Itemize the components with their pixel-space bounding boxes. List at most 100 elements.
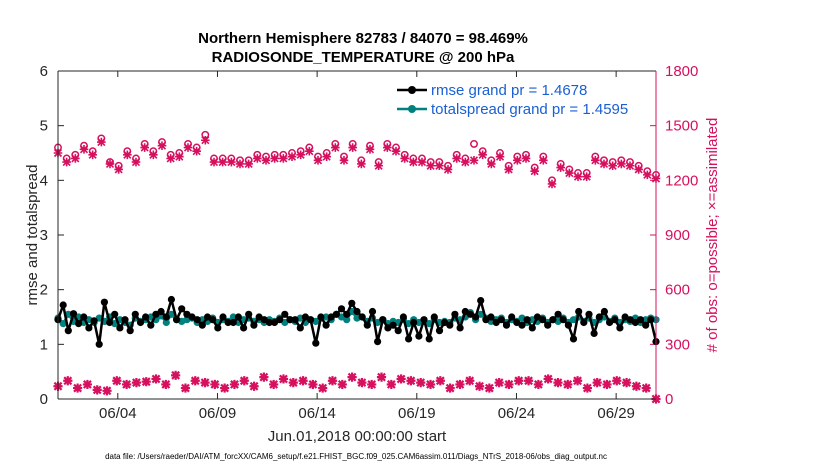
obs-assimilated-marker [521, 154, 531, 163]
obs-low-marker [229, 379, 240, 390]
rmse-point [647, 316, 655, 324]
rmse-point [477, 297, 485, 305]
obs-assimilated-marker [365, 145, 375, 154]
rmse-point [59, 301, 67, 309]
rmse-point [358, 313, 366, 321]
rmse-point [106, 318, 114, 327]
obs-assimilated-marker [426, 161, 435, 171]
rmse-point [178, 305, 186, 313]
obs-low-marker [553, 378, 563, 388]
y-right-tick-label: 900 [665, 227, 690, 244]
rmse-point [544, 321, 552, 329]
obs-count-markers [53, 130, 661, 404]
rmse-point [214, 324, 222, 332]
rmse-point [276, 316, 284, 324]
obs-low-marker [102, 386, 112, 396]
obs-assimilated-marker [261, 155, 271, 165]
rmse-point [111, 310, 119, 318]
obs-assimilated-marker [331, 143, 340, 152]
obs-assimilated-marker [183, 143, 193, 152]
rmse-point [616, 324, 624, 332]
obs-assimilated-marker [573, 172, 583, 181]
obs-low-marker [347, 372, 357, 382]
rmse-point [167, 295, 175, 304]
y-left-tick-label: 5 [40, 118, 48, 135]
obs-assimilated-marker [140, 143, 149, 152]
obs-assimilated-marker [539, 155, 548, 165]
rmse-point [405, 335, 413, 343]
rmse-point [80, 313, 88, 321]
obs-low-marker [63, 376, 73, 386]
rmse-point [363, 321, 371, 329]
obs-assimilated-marker [279, 154, 288, 163]
obs-assimilated-marker [383, 143, 392, 152]
obs-low-marker [435, 376, 445, 386]
obs-low-marker [484, 383, 494, 393]
rmse-point [348, 299, 356, 307]
obs-low-marker [592, 378, 602, 388]
obs-assimilated-marker [513, 155, 522, 165]
rmse-point [523, 316, 531, 324]
obs-low-marker [523, 376, 534, 386]
legend-spread-marker [408, 105, 416, 113]
rmse-point [554, 310, 562, 318]
obs-low-marker [73, 383, 83, 393]
obs-low-marker [308, 379, 318, 390]
obs-assimilated-marker [400, 154, 409, 163]
obs-assimilated-marker [599, 159, 609, 169]
obs-low-marker [455, 379, 465, 390]
rmse-point [374, 338, 382, 346]
obs-assimilated-marker [565, 168, 574, 178]
y-right-tick-label: 0 [665, 391, 673, 408]
rmse-point [502, 321, 511, 329]
rmse-point [286, 316, 294, 324]
rmse-point [209, 316, 217, 324]
rmse-point [219, 313, 227, 321]
obs-assimilated-marker [114, 165, 123, 174]
rmse-point [420, 316, 428, 324]
obs-low-marker [504, 379, 514, 390]
rmse-point [240, 324, 248, 332]
obs-low-marker [425, 379, 436, 390]
rmse-point [549, 316, 557, 324]
obs-assimilated-marker [218, 157, 227, 167]
rmse-point [317, 313, 325, 321]
rmse-point [425, 335, 433, 343]
rmse-point [157, 307, 165, 316]
rmse-point [312, 339, 320, 347]
obs-assimilated-marker [209, 157, 219, 167]
y-right-tick-label: 600 [665, 282, 690, 299]
obs-assimilated-marker [634, 165, 643, 174]
obs-low-marker [514, 376, 524, 386]
obs-assimilated-marker [175, 152, 184, 161]
obs-assimilated-marker [591, 155, 600, 165]
x-tick-label: 06/29 [597, 405, 635, 422]
rmse-point [580, 318, 588, 327]
rmse-point [368, 307, 377, 316]
obs-low-marker [367, 379, 377, 390]
rmse-point [611, 316, 619, 324]
obs-assimilated-marker [270, 154, 279, 163]
rmse-point [193, 316, 201, 324]
obs-low-marker [357, 378, 367, 388]
y-right-tick-label: 1800 [665, 63, 698, 80]
rmse-point [399, 313, 407, 321]
obs-assimilated-marker [235, 159, 245, 169]
obs-low-marker [396, 374, 406, 384]
rmse-point [85, 324, 93, 332]
obs-low-marker [494, 378, 504, 388]
obs-assimilated-marker [582, 172, 591, 181]
y-right-tick-label: 1500 [665, 118, 698, 135]
obs-assimilated-marker [504, 165, 513, 174]
obs-assimilated-marker [556, 163, 565, 172]
obs-assimilated-marker [313, 155, 323, 165]
obs-low-marker [376, 372, 387, 382]
rmse-point [353, 307, 361, 316]
rmse-point [600, 307, 609, 316]
obs-assimilated-marker [105, 159, 115, 169]
rmse-point [198, 321, 206, 329]
obs-assimilated-marker [391, 146, 401, 156]
obs-assimilated-marker [487, 159, 496, 169]
obs-low-marker [563, 379, 573, 390]
